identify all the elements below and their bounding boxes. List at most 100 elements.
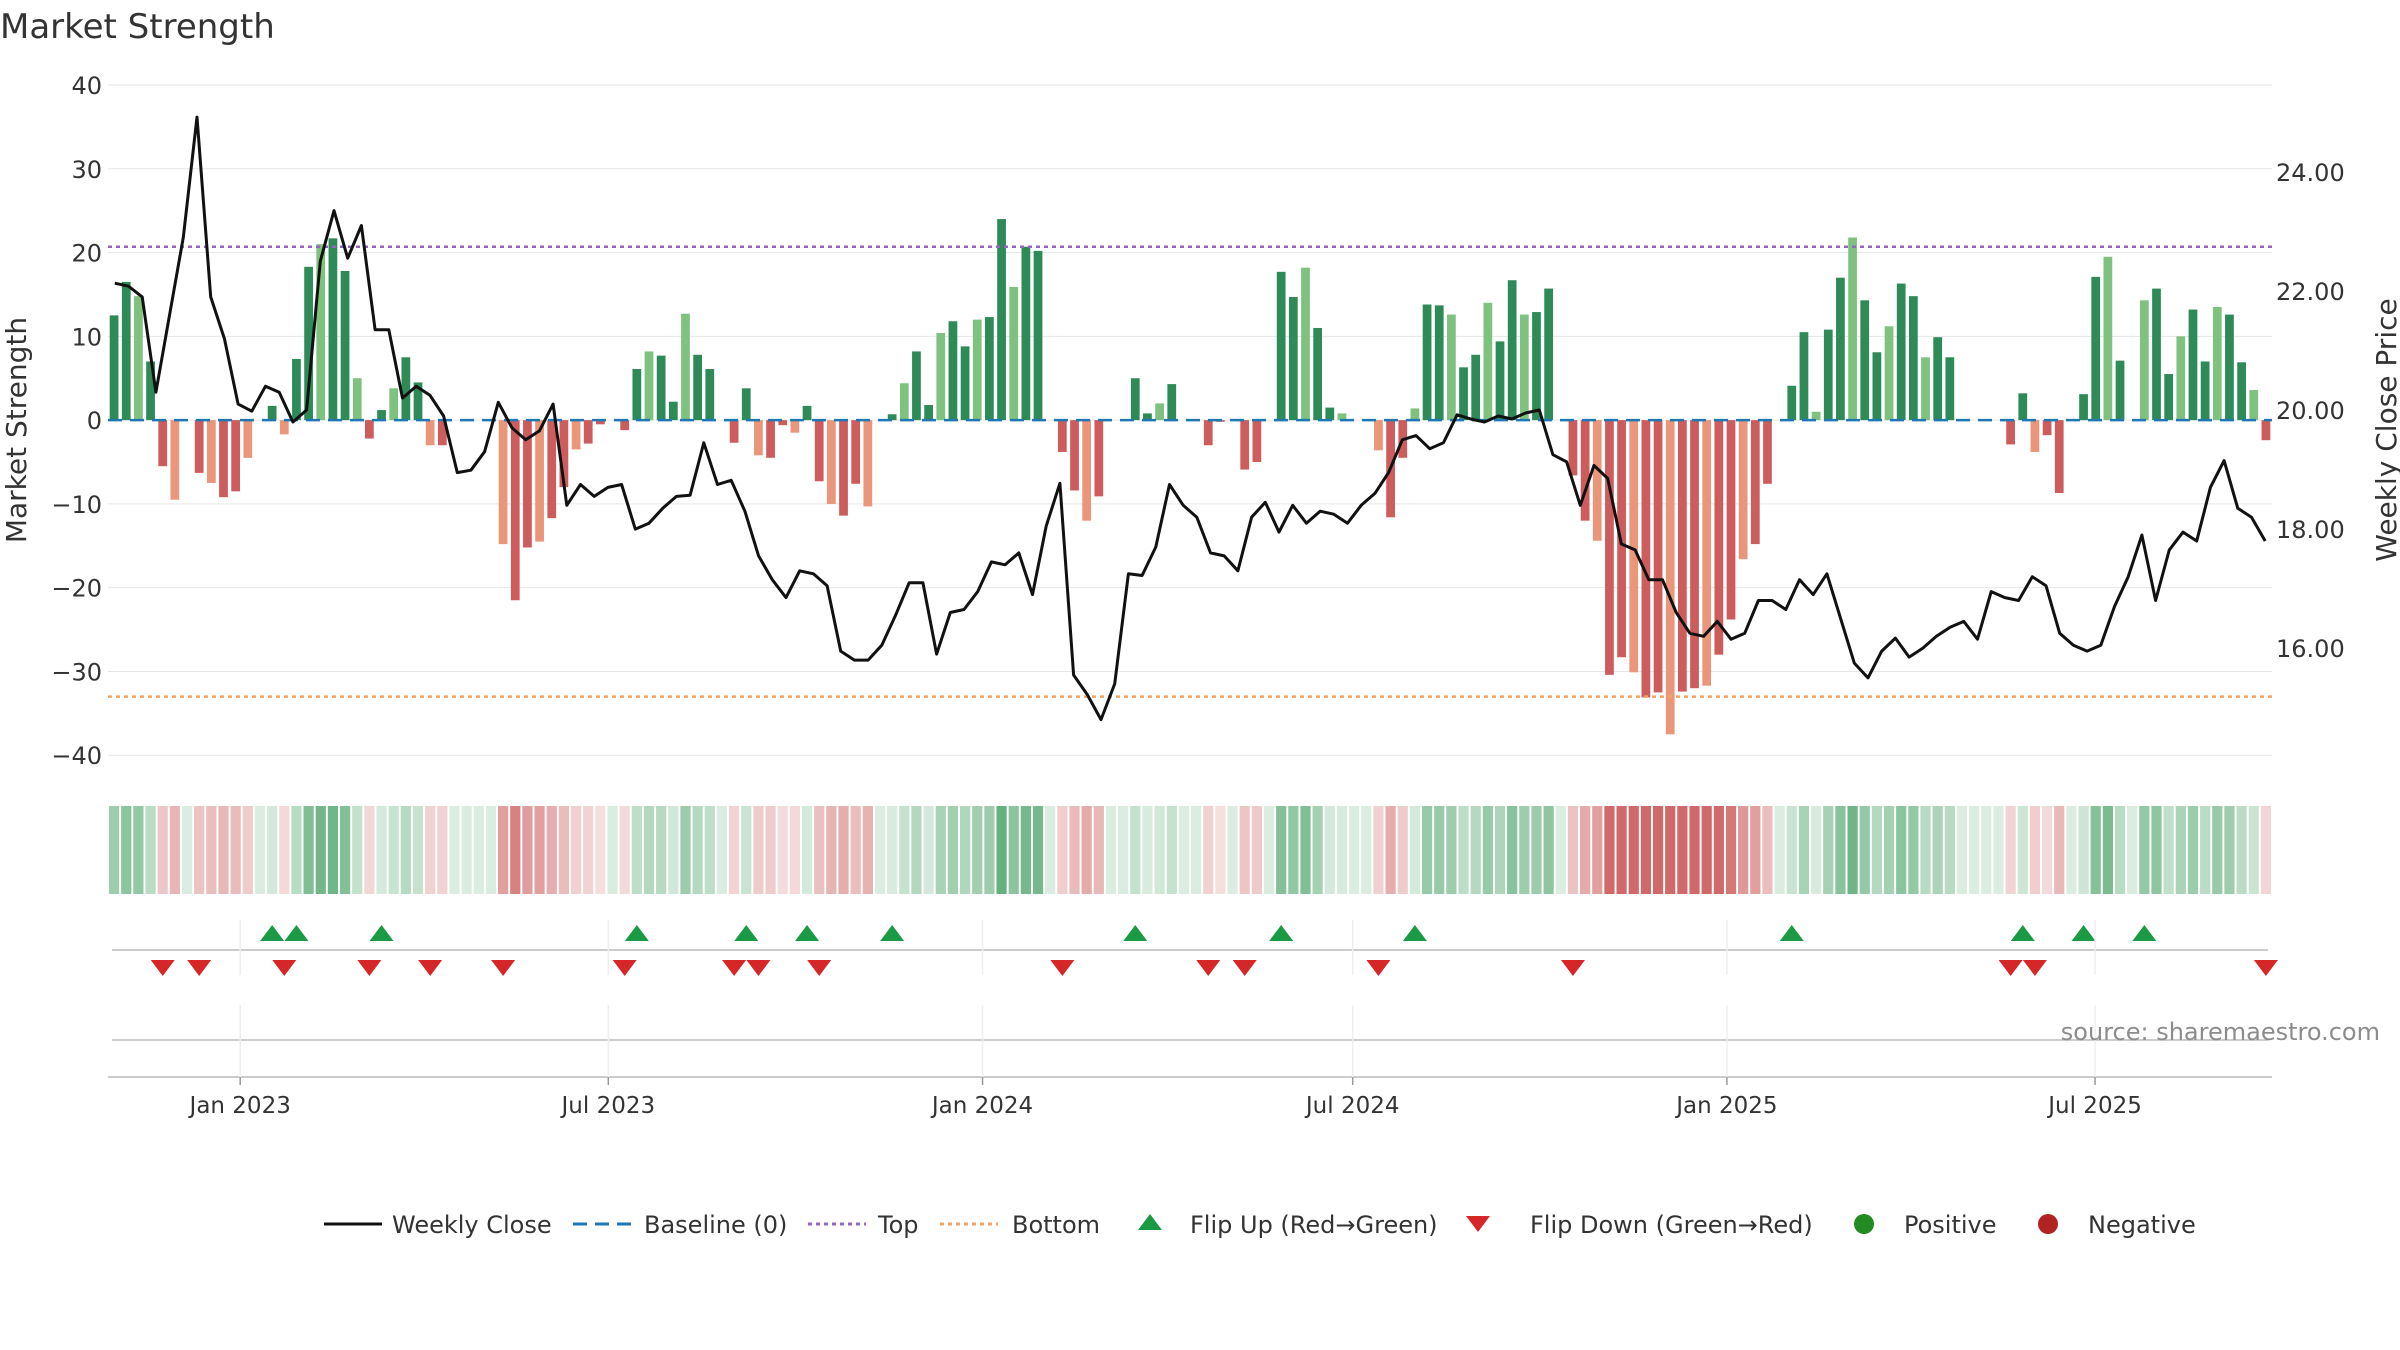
left-tick-label: −40 (51, 742, 102, 770)
flip-up-marker (1779, 925, 1804, 941)
strip-cell (339, 806, 351, 894)
strip-cell (1239, 806, 1250, 894)
flip-down-marker (1232, 960, 1257, 976)
strength-bar (1130, 378, 1140, 421)
flip-down-marker (746, 960, 771, 976)
strip-cell (1896, 806, 1907, 894)
strength-bar (1033, 250, 1043, 421)
strip-cell (1883, 806, 1895, 894)
strength-bar (279, 420, 289, 435)
flip-down-marker (722, 960, 747, 976)
strength-bar (1848, 237, 1857, 421)
strength-bar (1495, 341, 1505, 421)
strip-cell (1385, 806, 1396, 894)
strength-bar (1447, 314, 1456, 421)
left-tick-label: 40 (71, 72, 102, 100)
strip-cell (753, 806, 764, 894)
strength-bar (267, 405, 277, 421)
strip-cell (1349, 806, 1360, 894)
strip-cell (801, 806, 813, 894)
strip-cell (230, 806, 241, 894)
strip-cell (412, 806, 424, 894)
strip-cell (595, 806, 606, 894)
flip-up-marker (369, 925, 394, 941)
strength-bar (1580, 420, 1590, 521)
strip-cell (972, 806, 983, 894)
strength-bar (839, 420, 848, 516)
strength-bar (1787, 385, 1797, 421)
strip-cell (2236, 806, 2247, 894)
strip-cell (2248, 806, 2259, 894)
strip-cell (716, 806, 728, 894)
strip-cell (279, 806, 290, 894)
strength-bar (389, 388, 399, 421)
strength-bar (1921, 357, 1930, 421)
strength-bar (1860, 300, 1870, 421)
flip-up-marker (2132, 925, 2157, 941)
strip-cell (1738, 806, 1749, 894)
strip-cell (2017, 806, 2028, 894)
flip-up-marker (260, 925, 285, 941)
strip-cell (1956, 806, 1968, 894)
strength-bar (2225, 314, 2234, 421)
strip-cell (1373, 806, 1384, 894)
strip-cell (2114, 806, 2126, 894)
legend-flip-down-icon (1466, 1216, 1490, 1232)
flip-up-marker (2071, 925, 2096, 941)
legend-negative-label: Negative (2088, 1211, 2196, 1239)
strip-cell (315, 806, 326, 894)
strength-bar (1203, 420, 1213, 446)
strip-cell (1032, 806, 1044, 894)
strength-bar (1459, 367, 1468, 421)
left-tick-label: 20 (71, 240, 102, 268)
left-tick-label: 0 (87, 407, 102, 435)
strip-cell (1130, 806, 1141, 894)
strength-bar (1252, 420, 1262, 463)
strength-bar (1532, 312, 1541, 421)
flip-down-marker (1366, 960, 1391, 976)
strength-bar (790, 420, 800, 433)
strip-cell (1981, 806, 1992, 894)
strip-cell (1178, 806, 1190, 894)
strip-cell (2175, 806, 2186, 894)
strip-cell (1336, 806, 1348, 894)
legend-top-label: Top (877, 1211, 919, 1239)
strip-cell (376, 806, 387, 894)
strip-cell (1567, 806, 1579, 894)
strength-bar (1836, 277, 1845, 421)
strip-cell (1470, 806, 1481, 894)
strength-bar (2103, 256, 2113, 421)
strip-cell (947, 806, 959, 894)
strength-bar (972, 319, 982, 421)
strip-cell (1276, 806, 1287, 894)
strip-cell (2029, 806, 2041, 894)
flip-down-marker (1998, 960, 2023, 976)
strip-cell (2127, 806, 2138, 894)
strip-cell (899, 806, 910, 894)
strip-cell (741, 806, 752, 894)
strip-cell (437, 806, 448, 894)
strength-bar (1872, 352, 1882, 421)
left-tick-label: −10 (51, 491, 102, 519)
strength-bar (206, 420, 216, 483)
strip-cell (1580, 806, 1591, 894)
strip-cell (1434, 806, 1445, 894)
strength-bar (1094, 420, 1104, 497)
strip-cell (1908, 806, 1919, 894)
right-axis: 24.00 22.00 20.00 18.00 16.00 (2276, 159, 2345, 663)
strip-cell (643, 806, 655, 894)
strength-bar (863, 420, 873, 507)
strip-cell (1665, 806, 1676, 894)
strength-bar (1714, 420, 1724, 655)
strength-bar (1143, 413, 1152, 421)
strength-bar (851, 420, 861, 484)
strip-cell (522, 806, 533, 894)
strength-bar (1009, 286, 1019, 421)
strength-bar (352, 378, 362, 421)
strength-bar (547, 420, 557, 519)
strength-bar (985, 317, 994, 421)
strength-bar (948, 321, 958, 421)
strength-bar (1167, 384, 1177, 421)
source-text: source: sharemaestro.com (2061, 1018, 2380, 1046)
legend-bottom-label: Bottom (1012, 1211, 1100, 1239)
